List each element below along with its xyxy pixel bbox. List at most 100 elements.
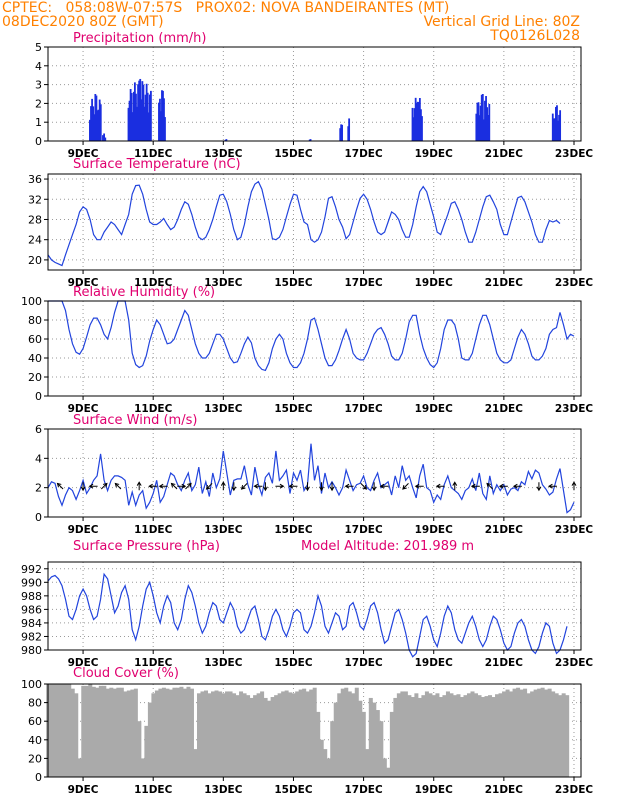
precip-bar — [142, 84, 145, 141]
precip-bar — [487, 115, 490, 141]
cloud-cover-bar — [396, 693, 401, 777]
y-axis: 0 20 40 60 80 100 — [21, 295, 48, 403]
wind-arrow — [498, 483, 508, 489]
cloud-cover-bar — [186, 686, 191, 777]
precip-bar — [555, 106, 557, 141]
cloud-cover-bar — [253, 695, 258, 777]
precip-bar — [416, 101, 419, 141]
precip-bar — [412, 117, 415, 141]
cloud-cover-bar — [112, 688, 117, 777]
cloud-cover-bar — [298, 689, 303, 777]
precip-bar — [553, 118, 556, 141]
cloud-cover-bar — [481, 697, 486, 777]
cloud-cover-bar — [509, 691, 514, 777]
precip-bar — [556, 105, 558, 141]
cloud-cover-bar — [351, 693, 356, 777]
cloud-cover-bar — [309, 689, 314, 777]
y-tick-label: 0 — [35, 771, 42, 784]
plot-frame — [47, 561, 582, 651]
cloud-cover-bar — [53, 684, 58, 777]
precip-bar — [145, 83, 148, 141]
wind-arrow — [536, 482, 542, 492]
wind-arrow — [329, 482, 335, 492]
x-tick-label: 19DEC — [415, 657, 454, 669]
cloud-cover-bar — [67, 684, 72, 777]
cloud-cover-bar — [414, 693, 419, 777]
wind-arrow — [136, 481, 142, 491]
precip-bar — [147, 112, 150, 141]
precip-bar — [139, 78, 142, 141]
wind-arrow — [402, 483, 409, 490]
x-tick-label: 13DEC — [204, 148, 243, 160]
plot-frame — [47, 428, 582, 518]
cloud-cover-bar — [561, 693, 566, 777]
cloud-cover-bar — [235, 695, 240, 777]
precip-bar — [159, 98, 161, 141]
wind-arrow — [486, 482, 493, 490]
cloud-cover-bar — [375, 710, 380, 777]
cloud-cover-bar — [498, 693, 503, 777]
precip-bar — [103, 133, 106, 141]
cloud-cover-bar — [288, 692, 293, 777]
y-tick-label: 5 — [35, 41, 42, 54]
cloud-cover-bar — [456, 694, 461, 777]
cloud-cover-bar — [533, 689, 538, 777]
wind-arrow — [177, 483, 187, 489]
precip-bar — [150, 90, 152, 141]
cloud-cover-bar — [239, 691, 244, 777]
precip-bar — [414, 97, 417, 141]
cloud-cover-bar — [196, 693, 201, 777]
x-tick-label: 23DEC — [555, 277, 594, 289]
grid-lines — [48, 562, 581, 650]
cloud-cover-bar — [554, 693, 559, 777]
y-axis: 0 20 40 60 80 100 — [21, 678, 48, 784]
x-tick-label: 17DEC — [344, 524, 383, 536]
x-tick-label: 17DEC — [344, 657, 383, 669]
x-tick-label: 23DEC — [555, 403, 594, 415]
cloud-cover-bar — [63, 684, 68, 777]
panel-5: Cloud Cover (%) 0 20 40 60 80 100 9DEC 11DEC 13DE… — [21, 666, 593, 796]
cloud-cover-bar — [274, 695, 279, 777]
y-tick-label: 100 — [21, 295, 42, 308]
cloud-cover-bar — [502, 691, 507, 777]
header-station-line: CPTEC: 058:08W-07:57S PROX02: NOVA BANDE… — [2, 0, 450, 16]
precip-bar — [418, 98, 421, 141]
cloud-cover-bar — [281, 691, 286, 777]
precip-bar — [161, 90, 163, 141]
precip-bar — [340, 124, 343, 141]
precip-bar — [339, 128, 342, 141]
x-tick-label: 15DEC — [274, 784, 313, 796]
cloud-cover-bar — [109, 687, 114, 777]
x-tick-label: 11DEC — [134, 657, 173, 669]
cloud-cover-bar — [438, 697, 443, 777]
x-tick-label: 21DEC — [485, 277, 524, 289]
y-tick-label: 6 — [35, 423, 42, 436]
precip-bar — [89, 119, 91, 141]
precip-bar — [144, 94, 147, 141]
y-tick-label: 0 — [35, 511, 42, 524]
panel-title: Precipitation (mm/h) — [73, 31, 206, 46]
cloud-cover-bar — [126, 690, 131, 777]
cloud-cover-bar — [333, 702, 338, 777]
y-tick-label: 40 — [28, 352, 42, 365]
y-tick-label: 0 — [35, 135, 42, 148]
precip-bars — [89, 78, 562, 141]
precip-bar — [341, 124, 343, 141]
precip-bar — [485, 96, 487, 141]
x-tick-label: 9DEC — [68, 277, 99, 289]
cloud-cover-bar — [214, 690, 219, 777]
y-tick-label: 28 — [28, 213, 42, 226]
y-tick-label: 1 — [35, 116, 42, 129]
cloud-cover-bar — [344, 687, 349, 777]
cloud-cover-bar — [151, 693, 156, 777]
y-tick-label: 20 — [28, 752, 42, 765]
wind-arrow — [88, 483, 98, 489]
precip-bar — [143, 106, 146, 141]
x-axis: 9DEC 11DEC 13DEC 15DEC 17DEC 19DEC 21DEC 23DEC — [68, 650, 593, 669]
cloud-cover-bar — [284, 690, 289, 777]
cloud-cover-bar — [330, 721, 335, 777]
y-tick-label: 4 — [35, 452, 42, 465]
x-tick-label: 17DEC — [344, 148, 383, 160]
precip-bar — [98, 99, 101, 141]
